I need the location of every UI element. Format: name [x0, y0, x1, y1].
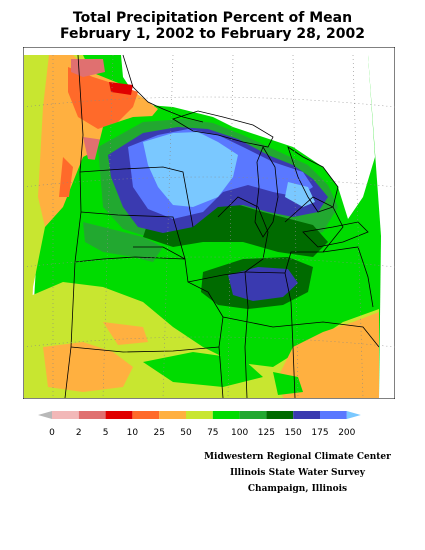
legend-tick-label: 100 — [231, 428, 248, 438]
legend-tick-label: 0 — [49, 428, 55, 438]
legend-swatch — [320, 411, 347, 419]
credit-line-2: Illinois State Water Survey — [229, 468, 366, 478]
legend-swatch — [159, 411, 186, 419]
precipitation-contours — [24, 55, 381, 398]
legend-swatch — [38, 411, 52, 419]
legend-swatch — [132, 411, 160, 419]
color-legend: 0 2 5 10 25 50 75 100 125 150 175 200 — [38, 411, 361, 438]
legend-swatch — [239, 411, 267, 419]
legend-tick-label: 5 — [103, 428, 109, 438]
legend-swatch — [293, 411, 320, 419]
legend-swatch — [346, 411, 361, 419]
credit-line-3: Champaign, Illinois — [247, 484, 348, 494]
graticule — [23, 54, 395, 399]
legend-swatch — [266, 411, 294, 419]
legend-swatch — [78, 411, 106, 419]
legend-tick-label: 25 — [153, 428, 164, 438]
lake-outlines — [172, 110, 369, 248]
legend-tick-label: 2 — [76, 428, 82, 438]
legend-swatch — [52, 411, 79, 419]
legend-tick-label: 10 — [127, 428, 139, 438]
legend-tick-label: 50 — [180, 428, 192, 438]
legend-swatch — [212, 411, 240, 419]
legend-tick-label: 125 — [258, 428, 275, 438]
precipitation-map — [23, 47, 395, 399]
map-title-line1: Total Precipitation Percent of Mean — [72, 10, 353, 26]
credit-line-1: Midwestern Regional Climate Center — [204, 452, 391, 462]
legend-swatch — [186, 411, 213, 419]
legend-tick-label: 75 — [207, 428, 218, 438]
legend-tick-label: 200 — [338, 428, 355, 438]
legend-swatch — [105, 411, 133, 419]
legend-tick-label: 175 — [311, 428, 328, 438]
map-title-line2: February 1, 2002 to February 28, 2002 — [59, 26, 366, 42]
legend-tick-label: 150 — [285, 428, 302, 438]
